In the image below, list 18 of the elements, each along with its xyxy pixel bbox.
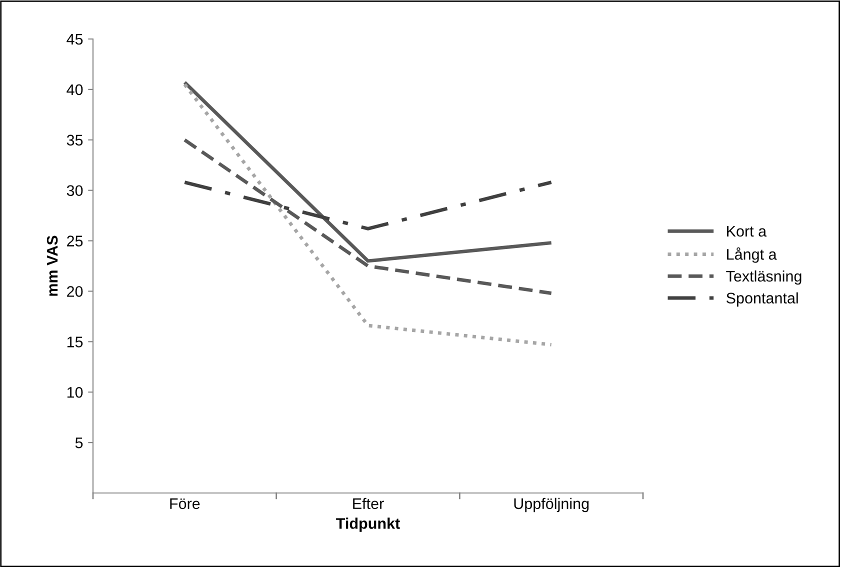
x-tick-label: Efter <box>353 498 384 510</box>
y-axis-title: mm VAS <box>46 236 58 296</box>
x-axis-title: Tidpunkt <box>336 518 400 532</box>
legend-label: Långt a <box>727 247 777 263</box>
y-tick-label: 10 <box>67 386 83 398</box>
y-tick-label: 30 <box>66 185 83 196</box>
x-tick-label: Uppföljning <box>514 498 589 512</box>
y-tick-label: 45 <box>66 34 83 45</box>
y-tick-label: 15 <box>67 336 83 348</box>
y-tick-label: 20 <box>67 286 83 297</box>
y-tick-label: 25 <box>67 236 83 246</box>
x-tick-label: Före <box>170 498 200 510</box>
legend-label: Kort a <box>727 226 767 237</box>
legend-label: Textläsning <box>726 270 802 285</box>
legend-label: Spontantal <box>726 292 798 307</box>
y-tick-label: 5 <box>75 438 83 448</box>
y-tick-label: 35 <box>66 134 83 146</box>
y-tick-label: 40 <box>66 84 83 96</box>
